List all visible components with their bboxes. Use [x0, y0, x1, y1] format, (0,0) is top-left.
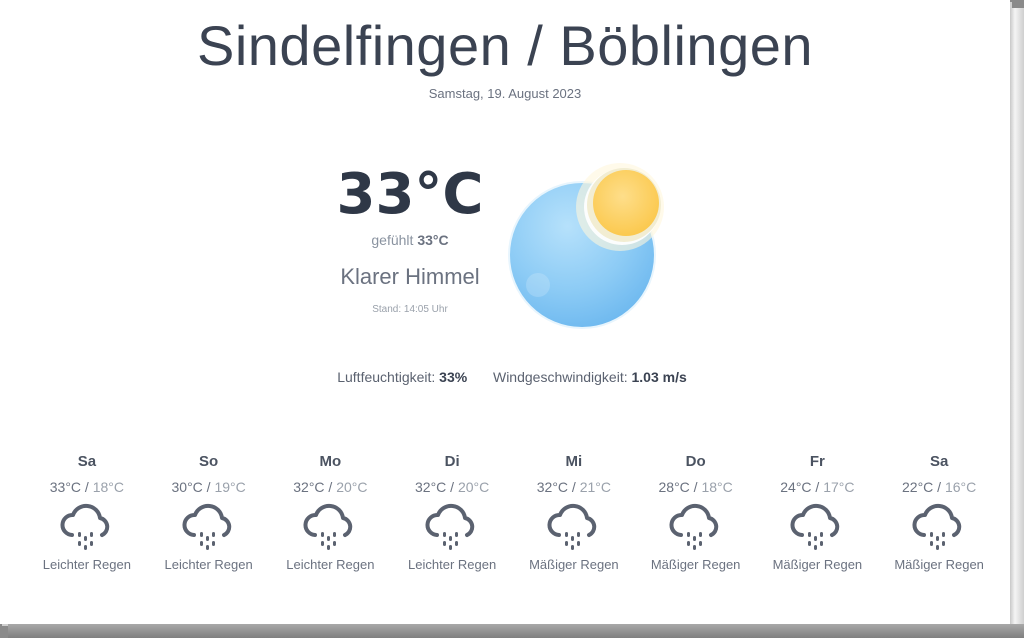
forecast-low: 20°C — [336, 479, 368, 495]
forecast-day-name: Mo — [319, 453, 342, 470]
forecast-description: Mäßiger Regen — [650, 557, 741, 572]
forecast-description: Leichter Regen — [408, 557, 497, 572]
forecast-day-name: Sa — [929, 453, 949, 470]
forecast-temps: 24°C / 17°C — [780, 479, 855, 495]
forecast-description: Leichter Regen — [286, 557, 375, 572]
humidity-label: Luftfeuchtigkeit: — [337, 369, 436, 385]
wind-label: Windgeschwindigkeit: — [492, 369, 628, 385]
forecast-day: Fr 24°C / 17°C Mäßiger Regen — [757, 452, 879, 592]
wind-value: 1.03 m/s — [631, 369, 687, 385]
rain-icon — [669, 503, 718, 550]
forecast-low: 18°C — [92, 479, 124, 495]
forecast-description: Mäßiger Regen — [772, 557, 863, 572]
forecast-day: Di 32°C / 20°C Leichter Regen — [391, 452, 513, 592]
feels-like-value: 33°C — [417, 232, 449, 248]
forecast-temps: 32°C / 20°C — [415, 479, 490, 495]
forecast-day: Mo 32°C / 20°C Leichter Regen — [270, 452, 392, 592]
forecast-temps: 28°C / 18°C — [658, 479, 733, 495]
forecast-temps: 22°C / 16°C — [902, 479, 977, 495]
rain-icon — [60, 503, 110, 550]
forecast-day: Sa 22°C / 16°C Mäßiger Regen — [878, 452, 1000, 592]
rain-icon — [182, 503, 231, 550]
forecast-high: 32°C — [415, 479, 447, 495]
forecast-high: 30°C — [171, 479, 203, 495]
rain-icon — [790, 503, 840, 550]
date-label: Samstag, 19. August 2023 — [428, 86, 582, 101]
forecast-low: 20°C — [457, 479, 490, 495]
frame-shadow-bottom — [8, 624, 1024, 638]
current-temperature: 33°C — [336, 162, 484, 227]
rain-icon — [912, 503, 962, 550]
forecast-temps: 33°C / 18°C — [49, 479, 124, 495]
forecast-day: Mi 32°C / 21°C Mäßiger Regen — [513, 452, 635, 592]
weather-widget: Sindelfingen / Böblingen Samstag, 19. Au… — [0, 0, 1010, 624]
forecast-day-name: Fr — [809, 453, 825, 470]
forecast-day-name: So — [199, 453, 219, 470]
forecast-day-name: Di — [444, 453, 460, 470]
forecast-day-name: Sa — [77, 453, 97, 470]
forecast-low: 19°C — [214, 479, 246, 495]
feels-like: gefühlt 33°C — [300, 232, 520, 248]
updated-time: Stand: 14:05 Uhr — [372, 304, 448, 315]
forecast-high: 33°C — [49, 479, 82, 495]
feels-like-label: gefühlt — [371, 232, 414, 248]
forecast-temps: 30°C / 19°C — [171, 479, 246, 495]
forecast-temps: 32°C / 21°C — [536, 479, 611, 495]
rain-icon — [547, 503, 597, 550]
forecast-high: 22°C — [902, 479, 934, 495]
humidity-value: 33% — [439, 369, 468, 385]
current-condition: Klarer Himmel — [340, 264, 480, 289]
forecast-high: 32°C — [536, 479, 569, 495]
forecast-low: 18°C — [701, 479, 733, 495]
rain-icon — [303, 503, 353, 550]
forecast-low: 16°C — [944, 479, 977, 495]
rain-icon — [425, 503, 475, 550]
forecast-description: Leichter Regen — [164, 557, 253, 572]
current-stats: Luftfeuchtigkeit: 33% Windgeschwindigkei… — [0, 369, 1024, 385]
forecast-low: 17°C — [823, 479, 855, 495]
forecast-day: Do 28°C / 18°C Mäßiger Regen — [635, 452, 757, 592]
forecast-low: 21°C — [579, 479, 611, 495]
location-title: Sindelfingen / Böblingen — [196, 14, 814, 77]
current-weather: 33°C gefühlt 33°C Klarer Himmel Stand: 1… — [300, 162, 520, 315]
forecast-description: Mäßiger Regen — [894, 557, 984, 572]
forecast-temps: 32°C / 20°C — [293, 479, 368, 495]
forecast-day-name: Mi — [565, 453, 583, 470]
forecast-high: 32°C — [293, 479, 325, 495]
forecast-high: 24°C — [780, 479, 812, 495]
forecast-list: Sa 33°C / 18°C Leichter Regen So 30°C / … — [26, 452, 1000, 592]
forecast-day-name: Do — [685, 453, 706, 470]
frame-shadow-right — [1010, 8, 1024, 638]
forecast-day: So 30°C / 19°C Leichter Regen — [148, 452, 270, 592]
forecast-high: 28°C — [658, 479, 690, 495]
forecast-description: Leichter Regen — [42, 557, 131, 572]
forecast-description: Mäßiger Regen — [529, 557, 619, 572]
forecast-day: Sa 33°C / 18°C Leichter Regen — [26, 452, 148, 592]
clear-sky-icon — [508, 163, 664, 329]
